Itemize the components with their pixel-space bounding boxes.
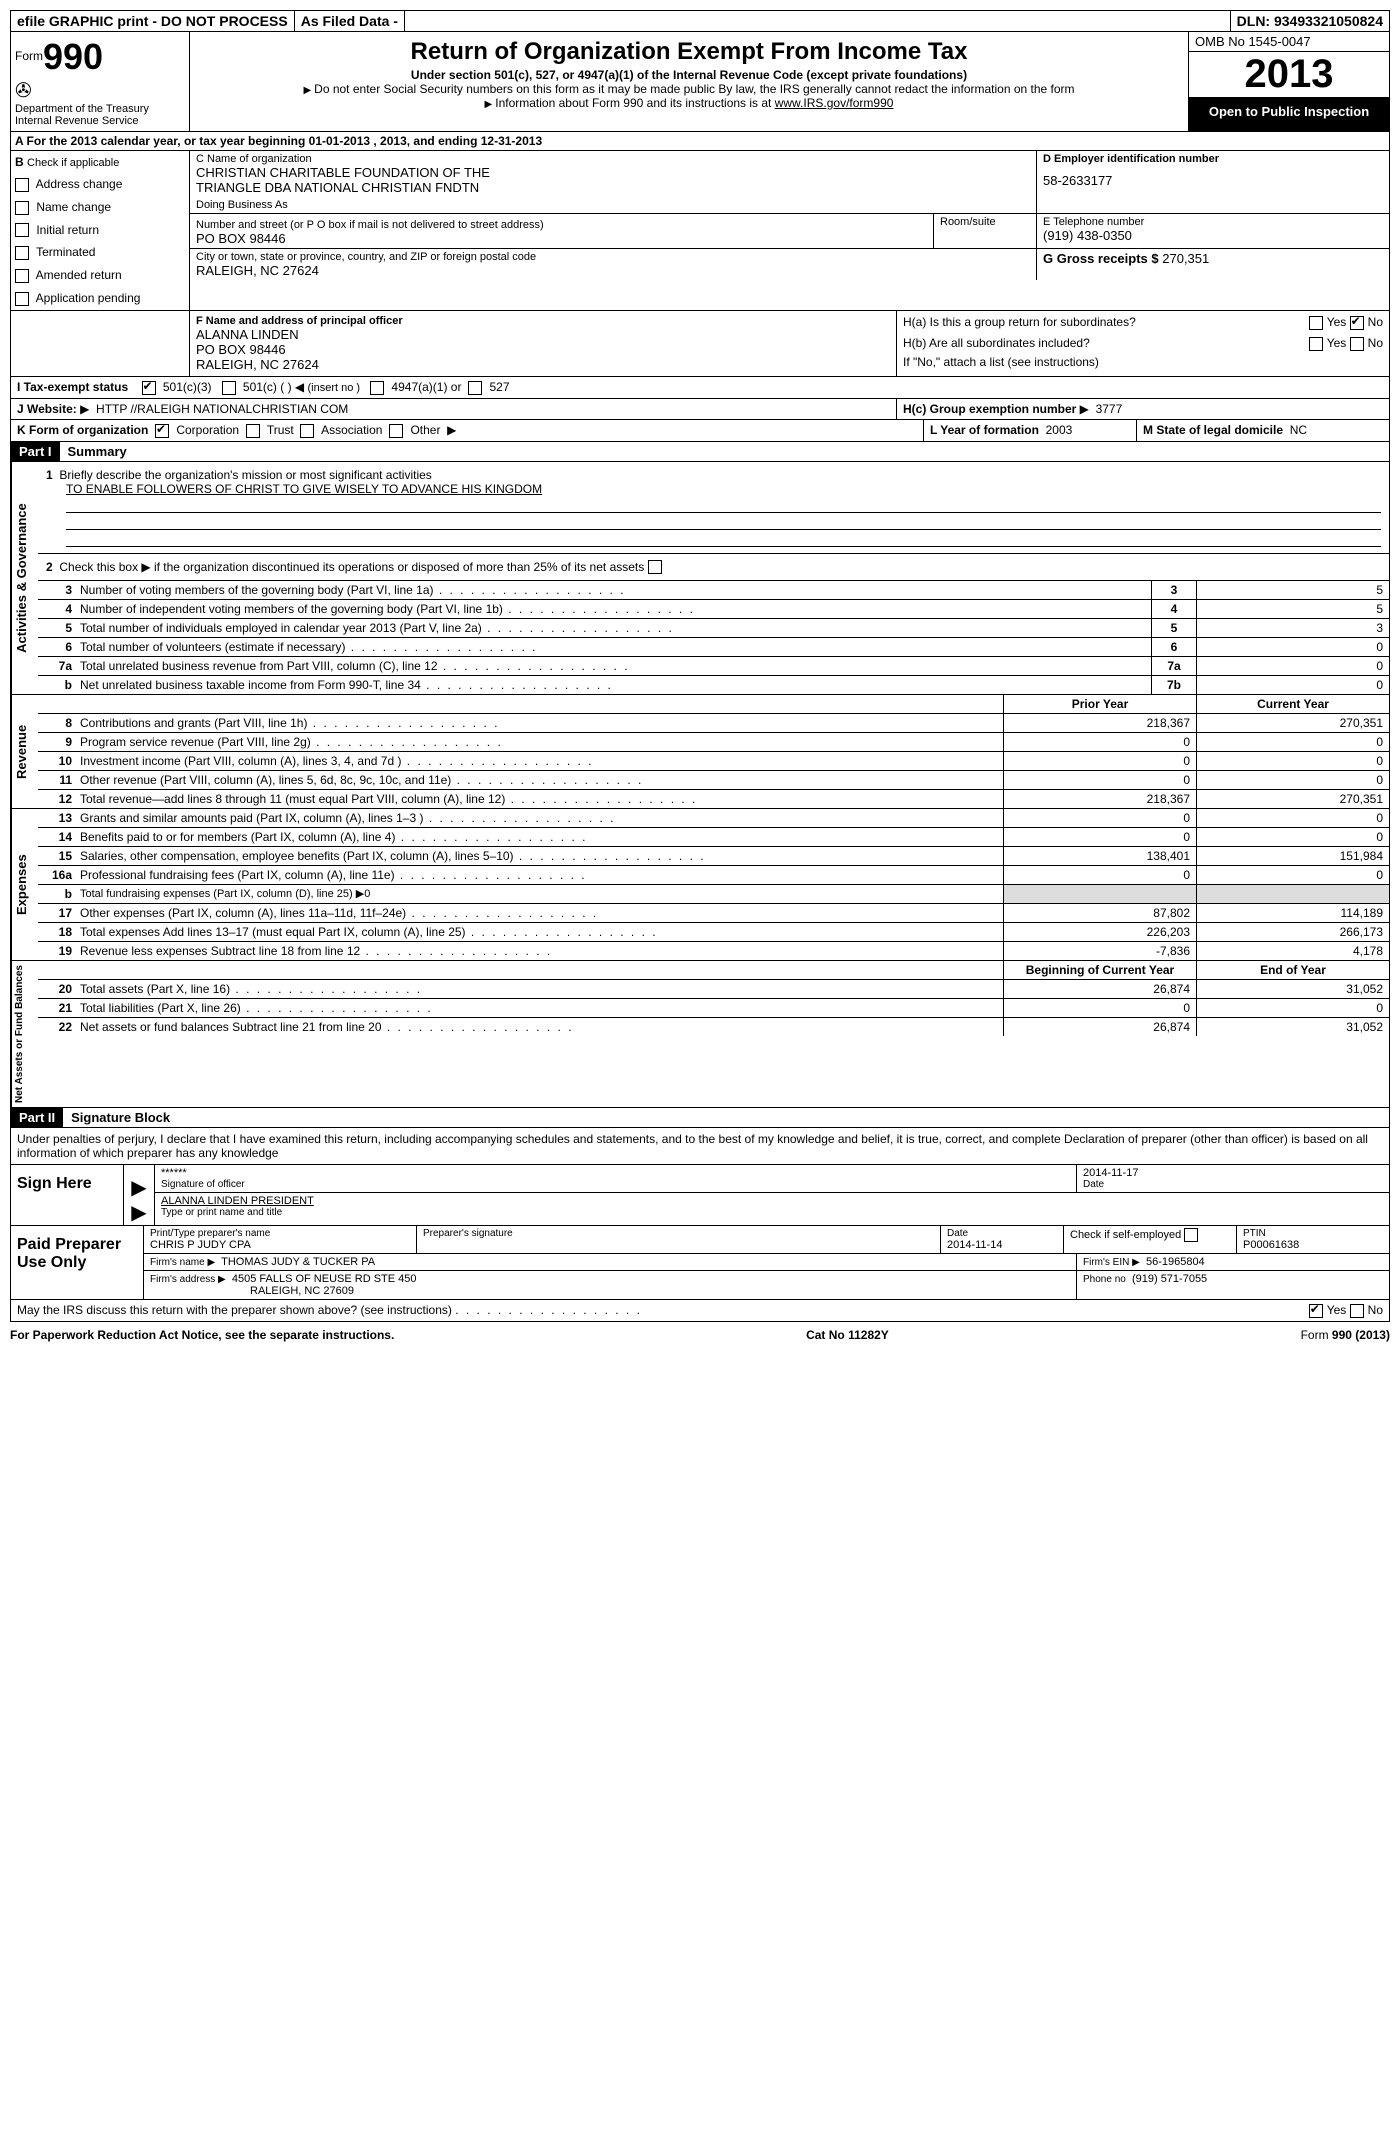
gov-line-7a: 7aTotal unrelated business revenue from … bbox=[38, 657, 1389, 676]
page-footer: For Paperwork Reduction Act Notice, see … bbox=[10, 1322, 1390, 1348]
f-h-block: F Name and address of principal officer … bbox=[10, 311, 1390, 377]
revenue-line-12: 12Total revenue—add lines 8 through 11 (… bbox=[38, 790, 1389, 808]
expense-line-19: 19Revenue less expenses Subtract line 18… bbox=[38, 942, 1389, 960]
netassets-line-22: 22Net assets or fund balances Subtract l… bbox=[38, 1018, 1389, 1036]
c-name-label: C Name of organization bbox=[196, 153, 1030, 165]
checkbox-address-change: Address change bbox=[15, 177, 185, 192]
mission-text: TO ENABLE FOLLOWERS OF CHRIST TO GIVE WI… bbox=[66, 482, 1381, 496]
irs-link[interactable]: www.IRS.gov/form990 bbox=[775, 96, 894, 110]
checkbox-terminated: Terminated bbox=[15, 245, 185, 260]
form-number: Form990 bbox=[15, 36, 185, 78]
paid-preparer-block: Paid Preparer Use Only Print/Type prepar… bbox=[10, 1226, 1390, 1300]
expense-line-14: 14Benefits paid to or for members (Part … bbox=[38, 828, 1389, 847]
public-inspection: Open to Public Inspection bbox=[1189, 98, 1389, 131]
header-left: Form990 ✇ Department of the Treasury Int… bbox=[11, 32, 190, 131]
revenue-section: Revenue Prior Year Current Year 8Contrib… bbox=[10, 695, 1390, 809]
part-ii-header: Part II Signature Block bbox=[10, 1108, 1390, 1128]
top-bar: efile GRAPHIC print - DO NOT PROCESS As … bbox=[10, 10, 1390, 32]
spacer bbox=[405, 11, 1231, 31]
header-mid: Return of Organization Exempt From Incom… bbox=[190, 32, 1188, 131]
phone: (919) 438-0350 bbox=[1043, 228, 1383, 243]
omb-number: OMB No 1545-0047 bbox=[1189, 32, 1389, 52]
expenses-section: Expenses 13Grants and similar amounts pa… bbox=[10, 809, 1390, 961]
irs-label: Internal Revenue Service bbox=[15, 115, 185, 127]
tax-year: 2013 bbox=[1189, 52, 1389, 98]
row-i: I Tax-exempt status 501(c)(3) 501(c) ( )… bbox=[10, 377, 1390, 399]
gov-line-5: 5Total number of individuals employed in… bbox=[38, 619, 1389, 638]
discuss-no[interactable] bbox=[1350, 1304, 1364, 1318]
perjury-text: Under penalties of perjury, I declare th… bbox=[10, 1128, 1390, 1165]
dln: DLN: 93493321050824 bbox=[1231, 11, 1389, 31]
revenue-line-9: 9Program service revenue (Part VIII, lin… bbox=[38, 733, 1389, 752]
netassets-line-20: 20Total assets (Part X, line 16)26,87431… bbox=[38, 980, 1389, 999]
expense-line-17: 17Other expenses (Part IX, column (A), l… bbox=[38, 904, 1389, 923]
row-klm: K Form of organization Corporation Trust… bbox=[10, 420, 1390, 442]
row-j: J Website: ▶ HTTP //RALEIGH NATIONALCHRI… bbox=[10, 399, 1390, 420]
ein: 58-2633177 bbox=[1043, 173, 1383, 188]
checkbox-application-pending: Application pending bbox=[15, 291, 185, 306]
hb-yes-checkbox[interactable] bbox=[1309, 337, 1323, 351]
hb-no-checkbox[interactable] bbox=[1350, 337, 1364, 351]
website[interactable]: HTTP //RALEIGH NATIONALCHRISTIAN COM bbox=[96, 402, 348, 416]
ha-yes-checkbox[interactable] bbox=[1309, 316, 1323, 330]
column-cdefg: C Name of organization CHRISTIAN CHARITA… bbox=[190, 151, 1389, 310]
revenue-line-11: 11Other revenue (Part VIII, column (A), … bbox=[38, 771, 1389, 790]
ha-no-checkbox[interactable] bbox=[1350, 316, 1364, 330]
checkbox-name-change: Name change bbox=[15, 200, 185, 215]
501c3-checkbox[interactable] bbox=[142, 381, 156, 395]
expense-line-18: 18Total expenses Add lines 13–17 (must e… bbox=[38, 923, 1389, 942]
expense-line-15: 15Salaries, other compensation, employee… bbox=[38, 847, 1389, 866]
netassets-line-21: 21Total liabilities (Part X, line 26)00 bbox=[38, 999, 1389, 1018]
netassets-section: Net Assets or Fund Balances Beginning of… bbox=[10, 961, 1390, 1108]
expense-line-16a: 16aProfessional fundraising fees (Part I… bbox=[38, 866, 1389, 885]
gov-line-7b: bNet unrelated business taxable income f… bbox=[38, 676, 1389, 694]
checkbox-amended-return: Amended return bbox=[15, 268, 185, 283]
dept-label: Department of the Treasury bbox=[15, 103, 185, 115]
gross-receipts: 270,351 bbox=[1162, 251, 1209, 266]
gov-line-4: 4Number of independent voting members of… bbox=[38, 600, 1389, 619]
form-title: Return of Organization Exempt From Incom… bbox=[194, 38, 1184, 66]
header-right: OMB No 1545-0047 2013 Open to Public Ins… bbox=[1188, 32, 1389, 131]
identity-block: B Check if applicable Address change Nam… bbox=[10, 151, 1390, 311]
activities-governance: Activities & Governance 1 Briefly descri… bbox=[10, 462, 1390, 696]
revenue-line-10: 10Investment income (Part VIII, column (… bbox=[38, 752, 1389, 771]
expense-line-13: 13Grants and similar amounts paid (Part … bbox=[38, 809, 1389, 828]
as-filed: As Filed Data - bbox=[295, 11, 405, 31]
sign-here-block: Sign Here ▶▶ ****** Signature of officer… bbox=[10, 1165, 1390, 1226]
efile-notice: efile GRAPHIC print - DO NOT PROCESS bbox=[11, 11, 295, 31]
revenue-line-8: 8Contributions and grants (Part VIII, li… bbox=[38, 714, 1389, 733]
checkbox-initial-return: Initial return bbox=[15, 223, 185, 238]
part-i-header: Part I Summary bbox=[10, 442, 1390, 462]
expense-line-b: bTotal fundraising expenses (Part IX, co… bbox=[38, 885, 1389, 904]
row-a-tax-year: A For the 2013 calendar year, or tax yea… bbox=[10, 132, 1390, 151]
form-header: Form990 ✇ Department of the Treasury Int… bbox=[10, 32, 1390, 132]
gov-line-6: 6Total number of volunteers (estimate if… bbox=[38, 638, 1389, 657]
discuss-row: May the IRS discuss this return with the… bbox=[10, 1300, 1390, 1322]
gov-line-3: 3Number of voting members of the governi… bbox=[38, 581, 1389, 600]
discuss-yes[interactable] bbox=[1309, 1304, 1323, 1318]
column-b: B Check if applicable Address change Nam… bbox=[11, 151, 190, 310]
